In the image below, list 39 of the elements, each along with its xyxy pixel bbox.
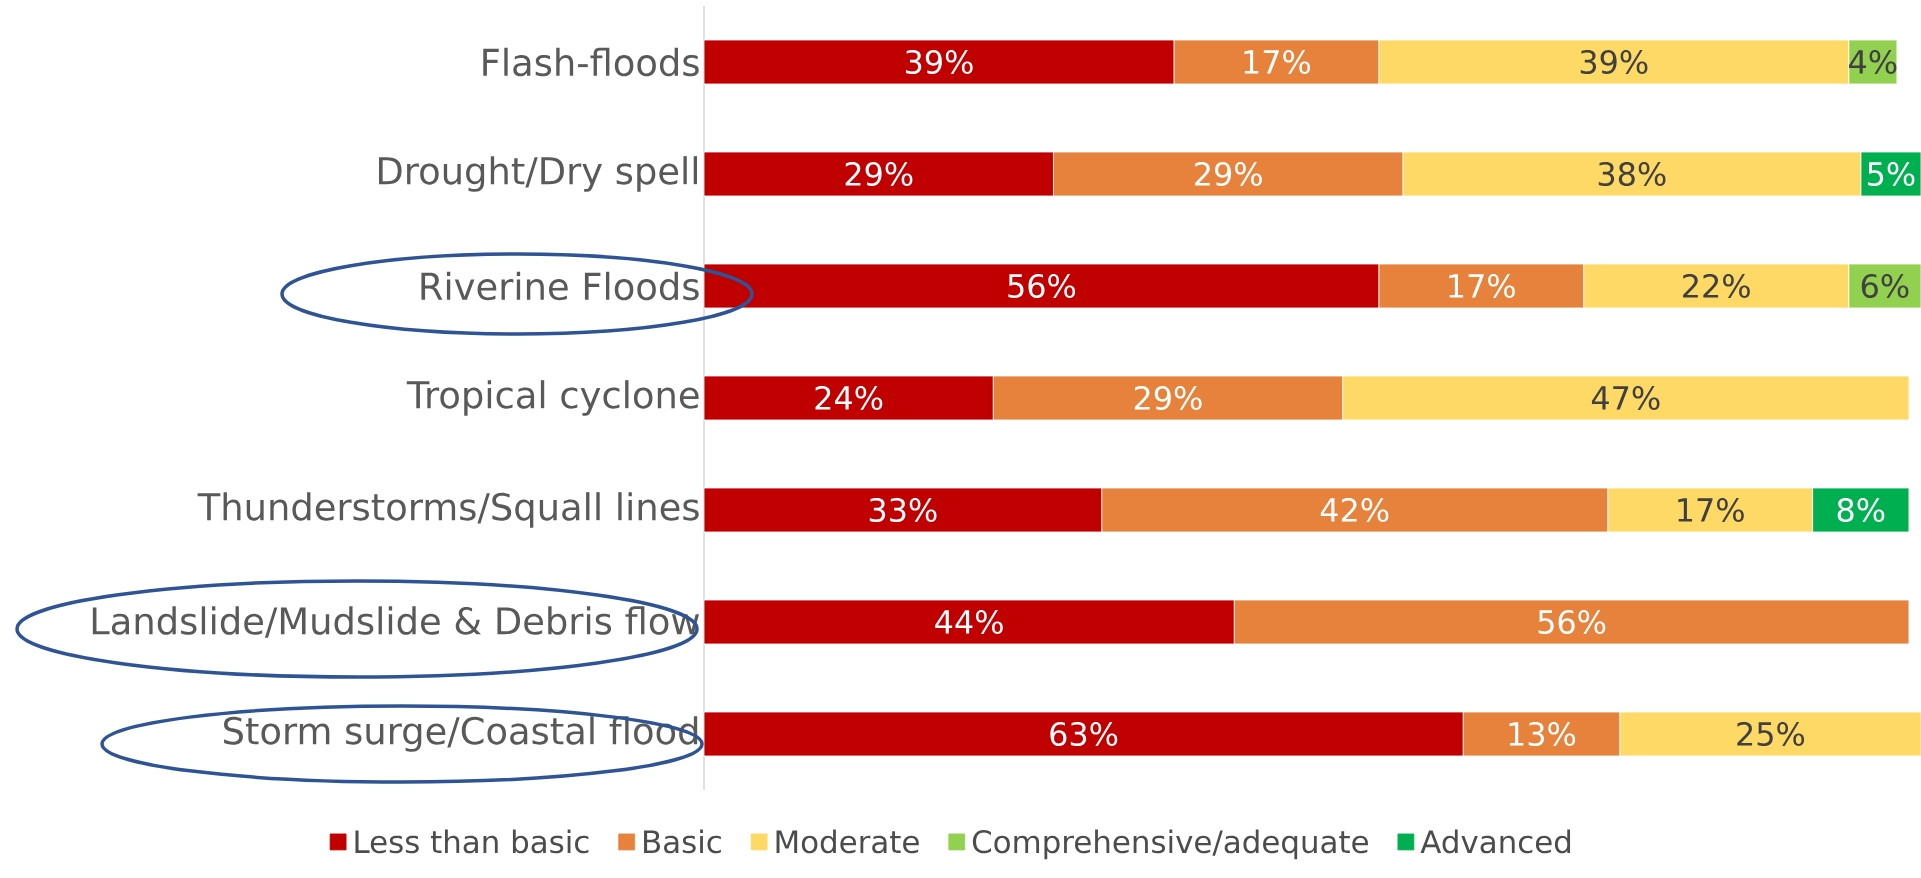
legend-label: Basic [644,829,721,854]
data-label: 56% [1538,609,1606,635]
data-label: 38% [1598,161,1666,187]
data-label: 17% [1678,497,1744,523]
data-label: 17% [1244,49,1311,75]
data-label: 29% [845,161,913,187]
data-label: 33% [869,497,937,523]
bar [1342,375,1910,421]
y-tick-label: Thunderstorms/Squall lines [197,492,699,528]
bar [1378,39,1850,85]
data-label: 13% [1509,721,1576,747]
data-label: 6% [1861,273,1909,299]
data-label: 56% [1008,273,1076,299]
data-label: 17% [1449,273,1515,299]
data-label: 29% [1134,385,1202,411]
legend-label: Comprehensive/adequate [972,829,1368,860]
data-label: 24% [815,385,883,411]
data-label: 25% [1737,721,1805,747]
legend-label: Advanced [1420,829,1571,854]
data-label: 29% [1195,161,1262,187]
bar [1402,151,1862,197]
data-label: 22% [1683,273,1750,299]
legend-label: Less than basic [355,829,589,854]
data-label: 44% [935,609,1003,635]
data-label: 5% [1868,161,1915,187]
y-tick-label: Riverine Floods [421,271,699,301]
y-tick-label: Drought/Dry spell [379,156,698,192]
y-tick-label: Flash-floods [483,47,699,77]
data-label: 39% [905,49,973,75]
data-label: 8% [1837,497,1885,523]
y-tick-label: Tropical cyclone [406,380,699,416]
data-label: 63% [1050,721,1118,747]
bar [1619,711,1921,757]
data-label: 39% [1580,49,1648,75]
bar [1583,263,1850,309]
bar [1607,487,1813,533]
data-label: 47% [1591,385,1660,411]
data-label: 42% [1320,497,1389,523]
legend-label: Moderate [776,829,919,854]
